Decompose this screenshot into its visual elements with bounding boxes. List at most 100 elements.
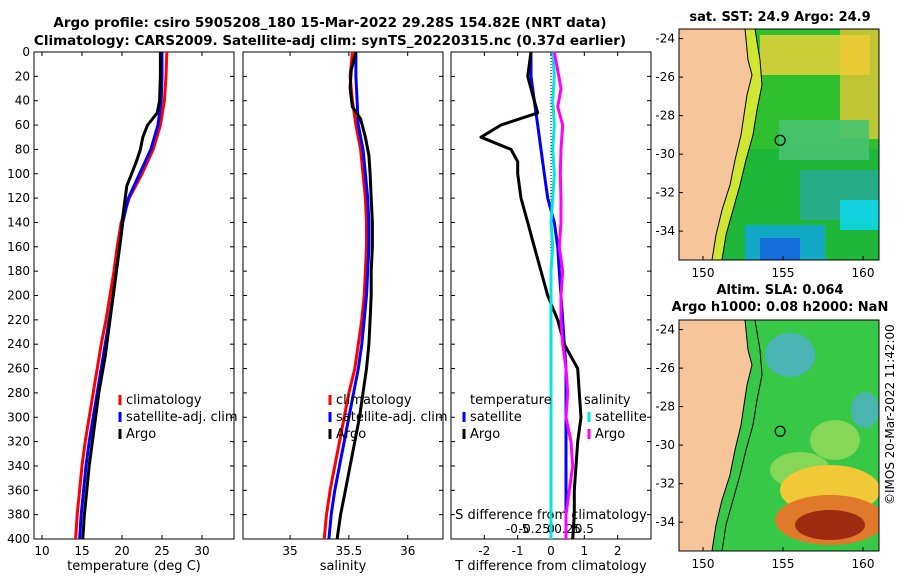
temperature-panel: 0 20 40 60 80 100 120 140 160 180 200 220 240 260 280 3… [7, 45, 238, 574]
sla-map [679, 320, 879, 551]
sla-map-axes: 150 155 160 -24 -26 -28 -30 -32 -34 [655, 323, 874, 571]
depth-tick-label: 100 [7, 167, 30, 181]
temperature-legend-label: Argo [126, 427, 156, 442]
sst-map-shelf-contour [721, 29, 763, 260]
series-line-argo [81, 52, 162, 540]
depth-tick-label: 240 [7, 337, 30, 351]
sla-map-high-eddy-core [795, 510, 865, 540]
series-line-salinity-satellite [549, 51, 556, 539]
temperature-plot-frame [33, 51, 235, 540]
depth-tick-label: 320 [7, 435, 30, 449]
depth-tick-label: 40 [15, 94, 30, 108]
depth-tick-label: 140 [7, 215, 30, 229]
sst-map-cold-patch [760, 238, 800, 260]
depth-tick-label: 60 [15, 118, 30, 132]
s-diff-tick-label: -0.25 [519, 522, 550, 536]
sst-map-frame [678, 28, 880, 261]
depth-tick-label: 160 [7, 240, 30, 254]
temperature-xtick-label: 30 [194, 544, 209, 558]
temperature-xtick-label: 10 [34, 544, 49, 558]
sla-map-title-line2: Argo h1000: 0.08 h2000: NaN [671, 300, 889, 315]
sla_map-ytick-label: -32 [655, 477, 675, 491]
sst-map-title: sat. SST: 24.9 Argo: 24.9 [689, 10, 871, 25]
sla_map-ytick-label: -26 [655, 361, 675, 375]
temperature-xtick-label: 20 [114, 544, 129, 558]
sla-map-land [679, 320, 752, 551]
salinity-xlabel: salinity [320, 559, 367, 574]
salinity-legend-label: Argo [336, 427, 366, 442]
difference-xtick-label: 2 [614, 544, 622, 558]
series-line-satellite-adj-clim [327, 52, 371, 540]
sst_map-ytick-label: -28 [655, 109, 675, 123]
depth-tick-label: 400 [7, 532, 30, 546]
profile-panels: 0204060801001201401601802002202402602803… [7, 45, 652, 574]
sst-map-axes: 150 155 160 -24 -26 -28 -30 -32 -34 [655, 32, 874, 280]
legend-temperature-title: temperature [470, 393, 552, 408]
salinity-plot-frame [242, 51, 444, 540]
sla-map-float-marker [774, 425, 786, 437]
series-line-salinity-argo [552, 51, 575, 539]
legend-salinity-label: Argo [595, 427, 625, 442]
sst-map-cyan-patch [840, 200, 879, 230]
salinity-legend-label: climatology [336, 393, 412, 408]
sst_map-xtick-label: 160 [852, 266, 875, 280]
salinity-xtick-label: 36 [400, 544, 415, 558]
sla_map-xtick-label: 160 [852, 557, 875, 571]
difference-xtick-label: 1 [581, 544, 589, 558]
sst_map-ytick-label: -24 [655, 32, 675, 46]
legend-salinity-title: salinity [584, 393, 631, 408]
legend-temperature-label: satellite [470, 410, 522, 425]
sst-map-land [679, 29, 752, 260]
depth-tick-label: 380 [7, 508, 30, 522]
sst-map-float-marker [774, 134, 786, 146]
sla_map-xtick-label: 150 [692, 557, 715, 571]
sla_map-ytick-label: -30 [655, 438, 675, 452]
depth-tick-label: 120 [7, 191, 30, 205]
depth-tick-label: 80 [15, 142, 30, 156]
depth-tick-label: 180 [7, 264, 30, 278]
depth-tick-label: 220 [7, 313, 30, 327]
sst_map-xtick-label: 155 [772, 266, 795, 280]
salinity-xtick-label: 35.5 [336, 544, 363, 558]
depth-tick-label: 200 [7, 289, 30, 303]
series-line-argo [335, 51, 374, 540]
sla-map-title-line1: Altim. SLA: 0.064 [716, 283, 844, 298]
temperature-xlabel: temperature (deg C) [67, 559, 201, 574]
sla_map-ytick-label: -28 [655, 400, 675, 414]
sla-map-coastline [711, 320, 753, 551]
salinity-panel: 35 35.5 36 salinity climatology satellite-adj… [242, 51, 448, 574]
difference-xtick-label: -2 [478, 544, 490, 558]
series-line-climatology [74, 51, 169, 540]
depth-tick-label: 280 [7, 386, 30, 400]
sst-map [679, 29, 879, 260]
depth-tick-label: 20 [15, 69, 30, 83]
temperature-legend-label: satellite-adj. clim [126, 410, 238, 425]
depth-tick-label: 340 [7, 459, 30, 473]
sst_map-ytick-label: -32 [655, 186, 675, 200]
legend-salinity-label: satellite [595, 410, 647, 425]
sla-map-frame [678, 319, 880, 552]
sla-map-low-eddy-east [851, 392, 879, 428]
sla_map-ytick-label: -34 [655, 515, 675, 529]
sst_map-ytick-label: -30 [655, 147, 675, 161]
difference-xtick-label: -1 [512, 544, 524, 558]
figure-title-line2: Climatology: CARS2009. Satellite-adj cli… [33, 33, 627, 49]
sla_map-ytick-label: -24 [655, 323, 675, 337]
temperature-xtick-label: 15 [74, 544, 89, 558]
sst_map-xtick-label: 150 [692, 266, 715, 280]
s-diff-tick-label: -0.5 [506, 522, 529, 536]
difference-xtick-label: 0 [547, 544, 555, 558]
depth-tick-label: 300 [7, 410, 30, 424]
series-line-temperature-argo [479, 51, 583, 540]
legend-temperature-label: Argo [470, 427, 500, 442]
sla-map-eddy-2 [810, 420, 860, 460]
depth-tick-label: 0 [22, 45, 30, 59]
temperature-xtick-label: 25 [154, 544, 169, 558]
sla-map-low-eddy-1 [765, 333, 815, 377]
figure-title-line1: Argo profile: csiro 5905208_180 15-Mar-2… [53, 15, 607, 31]
difference-xlabel: T difference from climatology [454, 559, 647, 574]
sla-map-shelf-contour [721, 320, 763, 551]
sst-map-coastline [711, 29, 753, 260]
series-line-climatology [322, 51, 368, 540]
